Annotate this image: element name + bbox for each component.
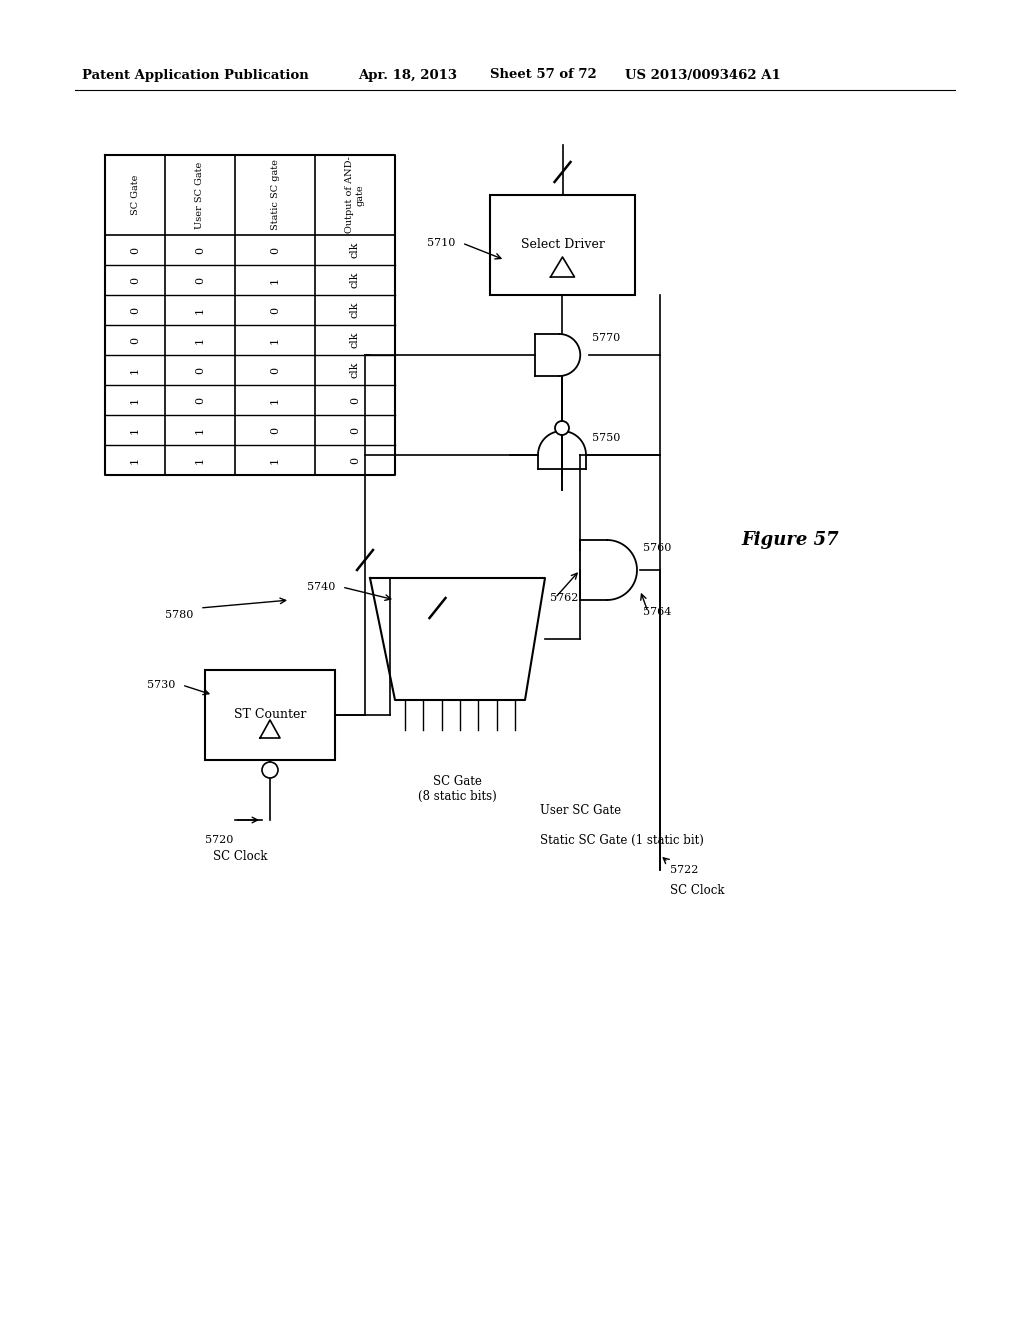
Text: SC Clock: SC Clock bbox=[670, 883, 725, 896]
Text: 0: 0 bbox=[195, 247, 205, 253]
Text: 0: 0 bbox=[130, 247, 140, 253]
Text: 0: 0 bbox=[270, 306, 280, 314]
Text: clk: clk bbox=[350, 242, 360, 259]
Text: 1: 1 bbox=[130, 367, 140, 374]
Text: Select Driver: Select Driver bbox=[520, 239, 604, 252]
Text: 5710: 5710 bbox=[427, 238, 455, 248]
Text: 0: 0 bbox=[270, 247, 280, 253]
Text: 0: 0 bbox=[130, 306, 140, 314]
Text: 5722: 5722 bbox=[670, 865, 698, 875]
Text: User SC Gate: User SC Gate bbox=[196, 161, 205, 228]
Text: clk: clk bbox=[350, 331, 360, 348]
Text: 1: 1 bbox=[270, 457, 280, 463]
Text: 1: 1 bbox=[195, 426, 205, 433]
Circle shape bbox=[262, 762, 278, 777]
Text: 1: 1 bbox=[130, 396, 140, 404]
Text: 0: 0 bbox=[195, 276, 205, 284]
Text: 5764: 5764 bbox=[643, 607, 672, 616]
Text: clk: clk bbox=[350, 302, 360, 318]
Text: User SC Gate: User SC Gate bbox=[540, 804, 622, 817]
Text: Output of AND-
gate: Output of AND- gate bbox=[345, 157, 365, 234]
Text: 1: 1 bbox=[195, 457, 205, 463]
Text: US 2013/0093462 A1: US 2013/0093462 A1 bbox=[625, 69, 780, 82]
Text: Static SC gate: Static SC gate bbox=[270, 160, 280, 231]
Text: 0: 0 bbox=[350, 457, 360, 463]
Text: SC Gate
(8 static bits): SC Gate (8 static bits) bbox=[418, 775, 497, 803]
Text: 1: 1 bbox=[195, 306, 205, 314]
Text: 0: 0 bbox=[350, 396, 360, 404]
Text: 0: 0 bbox=[130, 276, 140, 284]
Bar bbox=[490, 195, 635, 294]
Text: 5770: 5770 bbox=[592, 333, 621, 343]
Text: 5720: 5720 bbox=[205, 836, 233, 845]
Text: 5780: 5780 bbox=[165, 610, 194, 620]
Text: 0: 0 bbox=[195, 396, 205, 404]
Text: 5760: 5760 bbox=[643, 543, 672, 553]
Text: Patent Application Publication: Patent Application Publication bbox=[82, 69, 309, 82]
Text: 1: 1 bbox=[195, 337, 205, 343]
Text: 5740: 5740 bbox=[306, 582, 335, 591]
Text: 1: 1 bbox=[130, 457, 140, 463]
Text: 0: 0 bbox=[270, 426, 280, 433]
Text: 1: 1 bbox=[130, 426, 140, 433]
Text: ST Counter: ST Counter bbox=[233, 709, 306, 722]
Text: clk: clk bbox=[350, 272, 360, 288]
Text: Sheet 57 of 72: Sheet 57 of 72 bbox=[490, 69, 597, 82]
Text: 5762: 5762 bbox=[550, 593, 579, 603]
Text: 0: 0 bbox=[350, 426, 360, 433]
Text: 5750: 5750 bbox=[592, 433, 621, 444]
Text: 0: 0 bbox=[270, 367, 280, 374]
Text: Figure 57: Figure 57 bbox=[741, 531, 839, 549]
Text: 0: 0 bbox=[195, 367, 205, 374]
Text: 0: 0 bbox=[130, 337, 140, 343]
Text: 1: 1 bbox=[270, 396, 280, 404]
Text: 1: 1 bbox=[270, 276, 280, 284]
Circle shape bbox=[555, 421, 569, 436]
Text: 5730: 5730 bbox=[146, 680, 175, 690]
Text: clk: clk bbox=[350, 362, 360, 379]
Bar bbox=[205, 671, 335, 760]
Text: SC Gate: SC Gate bbox=[130, 174, 139, 215]
Text: Static SC Gate (1 static bit): Static SC Gate (1 static bit) bbox=[540, 833, 703, 846]
Text: SC Clock: SC Clock bbox=[213, 850, 267, 863]
Text: Apr. 18, 2013: Apr. 18, 2013 bbox=[358, 69, 457, 82]
Text: 1: 1 bbox=[270, 337, 280, 343]
